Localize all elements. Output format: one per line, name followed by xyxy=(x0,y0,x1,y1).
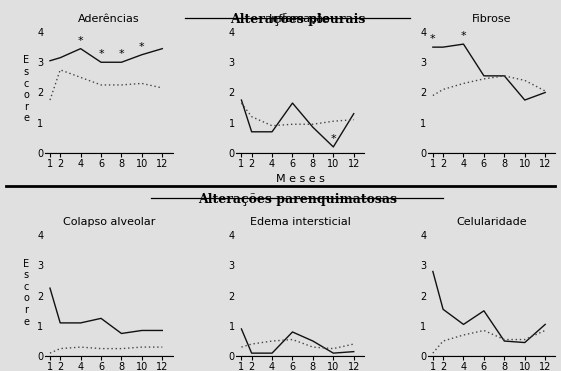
Text: *: * xyxy=(118,49,125,59)
Y-axis label: E
s
c
o
r
e: E s c o r e xyxy=(23,56,29,124)
Text: *: * xyxy=(139,42,145,52)
Title: Fibrose: Fibrose xyxy=(472,14,511,24)
Title: Aderências: Aderências xyxy=(78,14,140,24)
Title: Celularidade: Celularidade xyxy=(456,217,527,227)
Title: Edema intersticial: Edema intersticial xyxy=(250,217,351,227)
Title: Inflamação: Inflamação xyxy=(269,14,331,24)
Text: Alterações pleurais: Alterações pleurais xyxy=(229,13,365,26)
X-axis label: M e s e s: M e s e s xyxy=(275,174,325,184)
Text: *: * xyxy=(430,34,436,44)
Text: *: * xyxy=(78,36,84,46)
Text: *: * xyxy=(461,31,466,41)
Text: Alterações parenquimatosas: Alterações parenquimatosas xyxy=(198,193,397,206)
Title: Colapso alveolar: Colapso alveolar xyxy=(62,217,155,227)
Text: *: * xyxy=(98,49,104,59)
Y-axis label: E
s
c
o
r
e: E s c o r e xyxy=(23,259,29,326)
Text: *: * xyxy=(330,134,336,144)
